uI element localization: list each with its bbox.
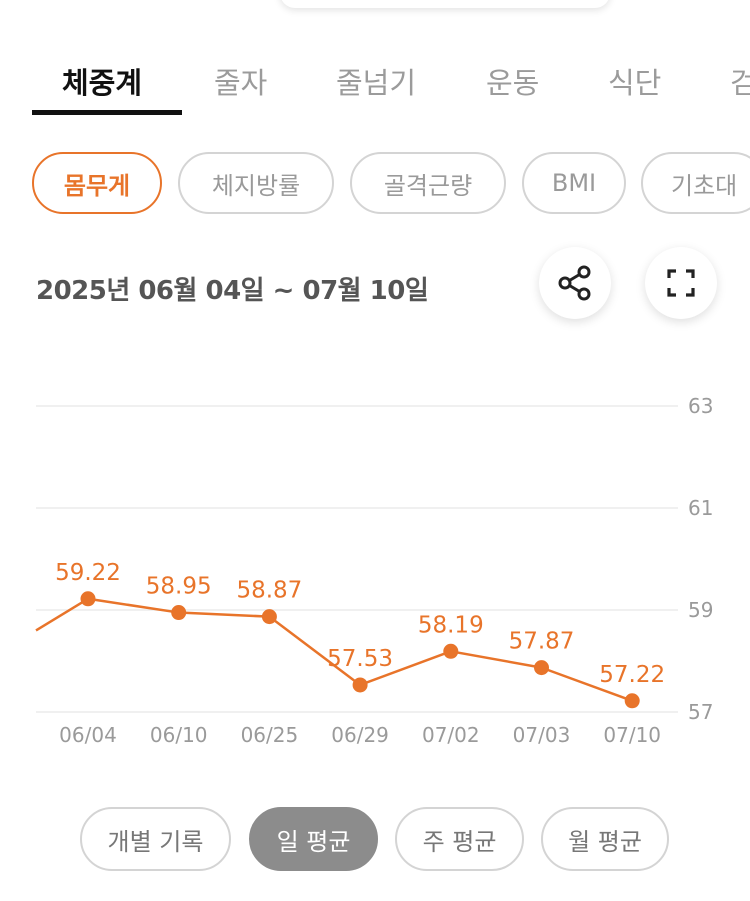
x-tick-label: 07/02 <box>422 723 480 747</box>
chart-y-axis: 63 61 59 57 <box>688 394 713 724</box>
weight-line <box>35 597 633 702</box>
y-tick-label: 61 <box>688 496 713 520</box>
tab-jump-rope[interactable]: 줄넘기 <box>336 66 417 100</box>
chip-basal-metabolism[interactable]: 기초대 <box>641 152 750 214</box>
share-icon <box>558 265 591 301</box>
chart-gridlines <box>36 405 678 713</box>
metric-chips: 몸무게 체지방률 골격근량 BMI 기초대 <box>0 152 750 218</box>
x-tick-label: 07/03 <box>513 723 571 747</box>
data-value-label: 58.95 <box>146 574 212 600</box>
y-tick-label: 57 <box>688 700 713 724</box>
chart-x-axis: 06/04 06/10 06/25 06/29 07/02 07/03 07/10 <box>59 723 661 747</box>
chip-body-fat[interactable]: 체지방률 <box>178 152 334 214</box>
x-tick-label: 06/25 <box>241 723 299 747</box>
data-point[interactable] <box>80 591 96 607</box>
data-point[interactable] <box>261 609 277 625</box>
chart-points: 59.22 58.95 58.87 57.53 58.19 57.87 57.22 <box>55 560 665 709</box>
data-value-label: 57.87 <box>509 629 575 655</box>
expand-icon <box>667 269 695 297</box>
share-button[interactable] <box>539 247 611 319</box>
data-point[interactable] <box>171 605 187 621</box>
chip-muscle-mass[interactable]: 골격근량 <box>350 152 506 214</box>
data-value-label: 57.22 <box>599 662 665 688</box>
data-point[interactable] <box>624 693 640 709</box>
tab-scale[interactable]: 체중계 <box>62 66 143 100</box>
segment-weekly-average[interactable]: 주 평균 <box>395 807 524 871</box>
data-value-label: 58.87 <box>236 578 302 604</box>
x-tick-label: 06/10 <box>150 723 208 747</box>
x-tick-label: 06/29 <box>331 723 389 747</box>
x-tick-label: 07/10 <box>603 723 661 747</box>
data-value-label: 59.22 <box>55 560 121 586</box>
y-tick-label: 59 <box>688 598 713 622</box>
active-tab-indicator <box>32 110 182 115</box>
tab-exercise[interactable]: 운동 <box>486 66 540 100</box>
y-tick-label: 63 <box>688 394 713 418</box>
bottom-sheet-handle <box>280 0 610 8</box>
chart-line-series <box>35 597 633 702</box>
segment-individual-records[interactable]: 개별 기록 <box>80 807 231 871</box>
segment-daily-average[interactable]: 일 평균 <box>249 807 378 871</box>
expand-button[interactable] <box>645 247 717 319</box>
chip-bmi[interactable]: BMI <box>522 152 626 214</box>
tab-diet[interactable]: 식단 <box>608 66 662 100</box>
category-tabs: 체중계 줄자 줄넘기 운동 식단 검 <box>0 40 750 120</box>
chip-weight[interactable]: 몸무게 <box>32 152 162 214</box>
date-range: 2025년 06월 04일 ~ 07월 10일 <box>36 276 429 306</box>
data-point[interactable] <box>534 660 549 676</box>
data-point[interactable] <box>352 677 368 693</box>
data-value-label: 57.53 <box>327 646 393 672</box>
segment-monthly-average[interactable]: 월 평균 <box>541 807 669 871</box>
x-tick-label: 06/04 <box>59 723 117 747</box>
data-point[interactable] <box>443 643 459 659</box>
tab-more[interactable]: 검 <box>730 66 750 100</box>
tab-tape-measure[interactable]: 줄자 <box>214 66 268 100</box>
data-value-label: 58.19 <box>418 612 484 638</box>
